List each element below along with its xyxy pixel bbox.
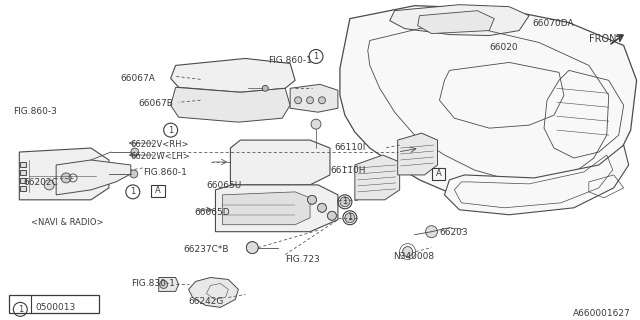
Polygon shape — [189, 277, 238, 307]
Polygon shape — [390, 5, 529, 36]
Polygon shape — [159, 277, 179, 292]
Bar — [10, 295, 99, 313]
Text: 66067A: 66067A — [121, 74, 156, 84]
Circle shape — [44, 180, 54, 190]
Bar — [20, 170, 26, 175]
Circle shape — [317, 203, 326, 212]
Text: 66202V<RH>: 66202V<RH> — [131, 140, 189, 149]
Bar — [20, 178, 26, 183]
Text: FIG.860-3: FIG.860-3 — [13, 107, 57, 116]
Text: 1: 1 — [168, 126, 173, 135]
Text: 0500013: 0500013 — [35, 303, 76, 312]
Text: 66242G: 66242G — [189, 297, 224, 307]
Text: 66110H: 66110H — [330, 166, 365, 175]
Text: 66020: 66020 — [489, 43, 518, 52]
Circle shape — [426, 226, 438, 238]
Text: <NAVI & RADIO>: <NAVI & RADIO> — [31, 218, 104, 227]
Polygon shape — [230, 140, 330, 185]
Text: 66067B: 66067B — [139, 99, 173, 108]
Polygon shape — [56, 160, 131, 195]
Bar — [20, 186, 26, 191]
Text: 1: 1 — [342, 197, 348, 206]
Circle shape — [246, 242, 259, 253]
Text: A: A — [436, 169, 442, 179]
Polygon shape — [340, 6, 637, 210]
Circle shape — [160, 280, 168, 288]
Bar — [431, 168, 445, 180]
Circle shape — [403, 247, 413, 257]
Text: 66203: 66203 — [440, 228, 468, 237]
Text: 1: 1 — [130, 188, 136, 196]
Circle shape — [319, 97, 326, 104]
Polygon shape — [355, 155, 399, 200]
Bar — [151, 185, 164, 197]
Text: A660001627: A660001627 — [573, 309, 630, 318]
Polygon shape — [290, 84, 338, 112]
Polygon shape — [171, 59, 295, 92]
Circle shape — [307, 97, 314, 104]
Polygon shape — [216, 185, 338, 232]
Text: A: A — [155, 186, 161, 196]
Circle shape — [328, 211, 337, 220]
Text: FRONT: FRONT — [589, 34, 622, 44]
Polygon shape — [397, 133, 438, 175]
Text: 1: 1 — [348, 213, 353, 222]
Text: FIG.723: FIG.723 — [285, 255, 320, 264]
Text: FIG.860-1: FIG.860-1 — [143, 168, 187, 177]
Circle shape — [262, 85, 268, 91]
Text: 66202C: 66202C — [23, 178, 58, 187]
Circle shape — [308, 195, 317, 204]
Text: 66202W<LH>: 66202W<LH> — [131, 152, 191, 161]
Circle shape — [340, 197, 350, 207]
Circle shape — [294, 97, 301, 104]
Text: 66110I: 66110I — [334, 143, 365, 152]
Text: FIG.860-1: FIG.860-1 — [268, 56, 312, 66]
Circle shape — [61, 173, 71, 183]
Polygon shape — [171, 87, 290, 122]
Polygon shape — [417, 11, 494, 34]
Text: 66065D: 66065D — [195, 208, 230, 217]
Polygon shape — [223, 192, 310, 225]
Circle shape — [130, 170, 138, 178]
Text: 1: 1 — [314, 52, 319, 61]
Text: 1: 1 — [18, 305, 23, 314]
Text: 66065U: 66065U — [207, 181, 242, 190]
Circle shape — [345, 213, 355, 223]
Text: 66070DA: 66070DA — [532, 19, 573, 28]
Text: N340008: N340008 — [393, 252, 434, 260]
Bar — [20, 162, 26, 167]
Circle shape — [311, 119, 321, 129]
Circle shape — [131, 148, 139, 156]
Text: 66237C*B: 66237C*B — [184, 244, 229, 254]
Polygon shape — [444, 145, 628, 215]
Text: FIG.830-1: FIG.830-1 — [131, 279, 175, 288]
Polygon shape — [19, 148, 109, 200]
